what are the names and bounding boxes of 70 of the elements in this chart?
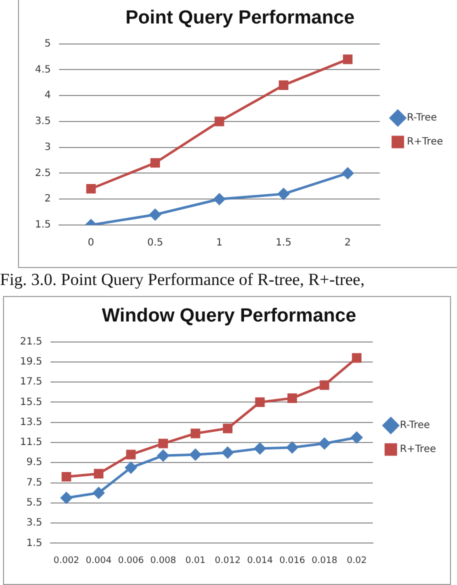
y-tick-label: 4 (44, 90, 51, 102)
y-tick-label: 19.5 (20, 356, 42, 368)
point (62, 472, 72, 482)
y-tick-label: 15.5 (20, 396, 42, 408)
point (190, 448, 202, 460)
y-tick-label: 9.5 (26, 457, 42, 468)
y-tick-label: 3.5 (34, 116, 51, 128)
x-tick-label: 0 (88, 238, 94, 249)
point (158, 438, 168, 448)
x-tick-label: 1 (216, 238, 223, 249)
point (278, 188, 290, 200)
point (60, 492, 72, 504)
caption: Fig. 3.0. Point Query Performance of R-tree, R+-tree, (0, 270, 366, 290)
chart-title: Point Query Performance (125, 8, 355, 29)
point (126, 450, 136, 460)
x-tick-label: 0.002 (54, 556, 80, 566)
x-tick-label: 0.006 (118, 556, 144, 566)
y-tick-label: 5 (44, 38, 51, 50)
x-tick-label: 0.5 (147, 238, 164, 249)
point (86, 184, 96, 194)
y-tick-label: 7.5 (26, 477, 42, 488)
point (254, 442, 266, 454)
x-tick-label: 1.5 (276, 238, 292, 249)
point (150, 158, 160, 168)
y-tick-label: 17.5 (20, 376, 42, 388)
x-tick-label: 0.01 (185, 556, 206, 566)
point (352, 353, 362, 363)
point (214, 116, 224, 126)
y-tick-label: 4.5 (34, 64, 51, 76)
point (342, 54, 353, 64)
x-tick-label: 0.016 (279, 556, 306, 566)
point (92, 487, 104, 499)
point (222, 446, 234, 458)
x-tick-label: 0.008 (150, 556, 176, 566)
point (318, 438, 330, 450)
y-tick-label: 13.5 (20, 416, 42, 428)
point (255, 397, 265, 408)
point (278, 80, 288, 90)
y-tick-label: 21.5 (20, 336, 42, 348)
point (350, 432, 362, 444)
y-tick-label: 3.5 (26, 518, 42, 529)
point (190, 428, 200, 438)
y-tick-label: 2.5 (34, 168, 51, 179)
y-tick-label: 1.5 (26, 538, 42, 549)
y-tick-label: 11.5 (20, 437, 42, 448)
x-tick-label: 0.004 (86, 556, 112, 566)
point (94, 468, 104, 479)
point (286, 442, 298, 454)
x-tick-label: 0.012 (214, 556, 241, 566)
point (214, 193, 226, 205)
point (222, 424, 232, 434)
legend-label: R+Tree (406, 136, 444, 148)
point (149, 208, 161, 220)
legend-label: R-Tree (400, 420, 430, 432)
point (342, 167, 354, 179)
chart-title: Window Query Performance (102, 306, 356, 327)
point (287, 393, 297, 403)
y-tick-label: 1.5 (34, 220, 51, 231)
x-tick-label: 0.014 (247, 556, 274, 566)
point (157, 450, 169, 462)
legend-label: R+Tree (400, 444, 436, 456)
x-tick-label: 2 (344, 238, 351, 249)
y-tick-label: 2 (44, 194, 51, 205)
legend-label: R-Tree (406, 112, 437, 124)
point (125, 462, 137, 474)
x-tick-label: 0.02 (346, 556, 367, 566)
y-tick-label: 3 (44, 142, 51, 153)
y-tick-label: 5.5 (26, 498, 42, 509)
x-tick-label: 0.018 (312, 556, 338, 566)
point (320, 380, 330, 390)
